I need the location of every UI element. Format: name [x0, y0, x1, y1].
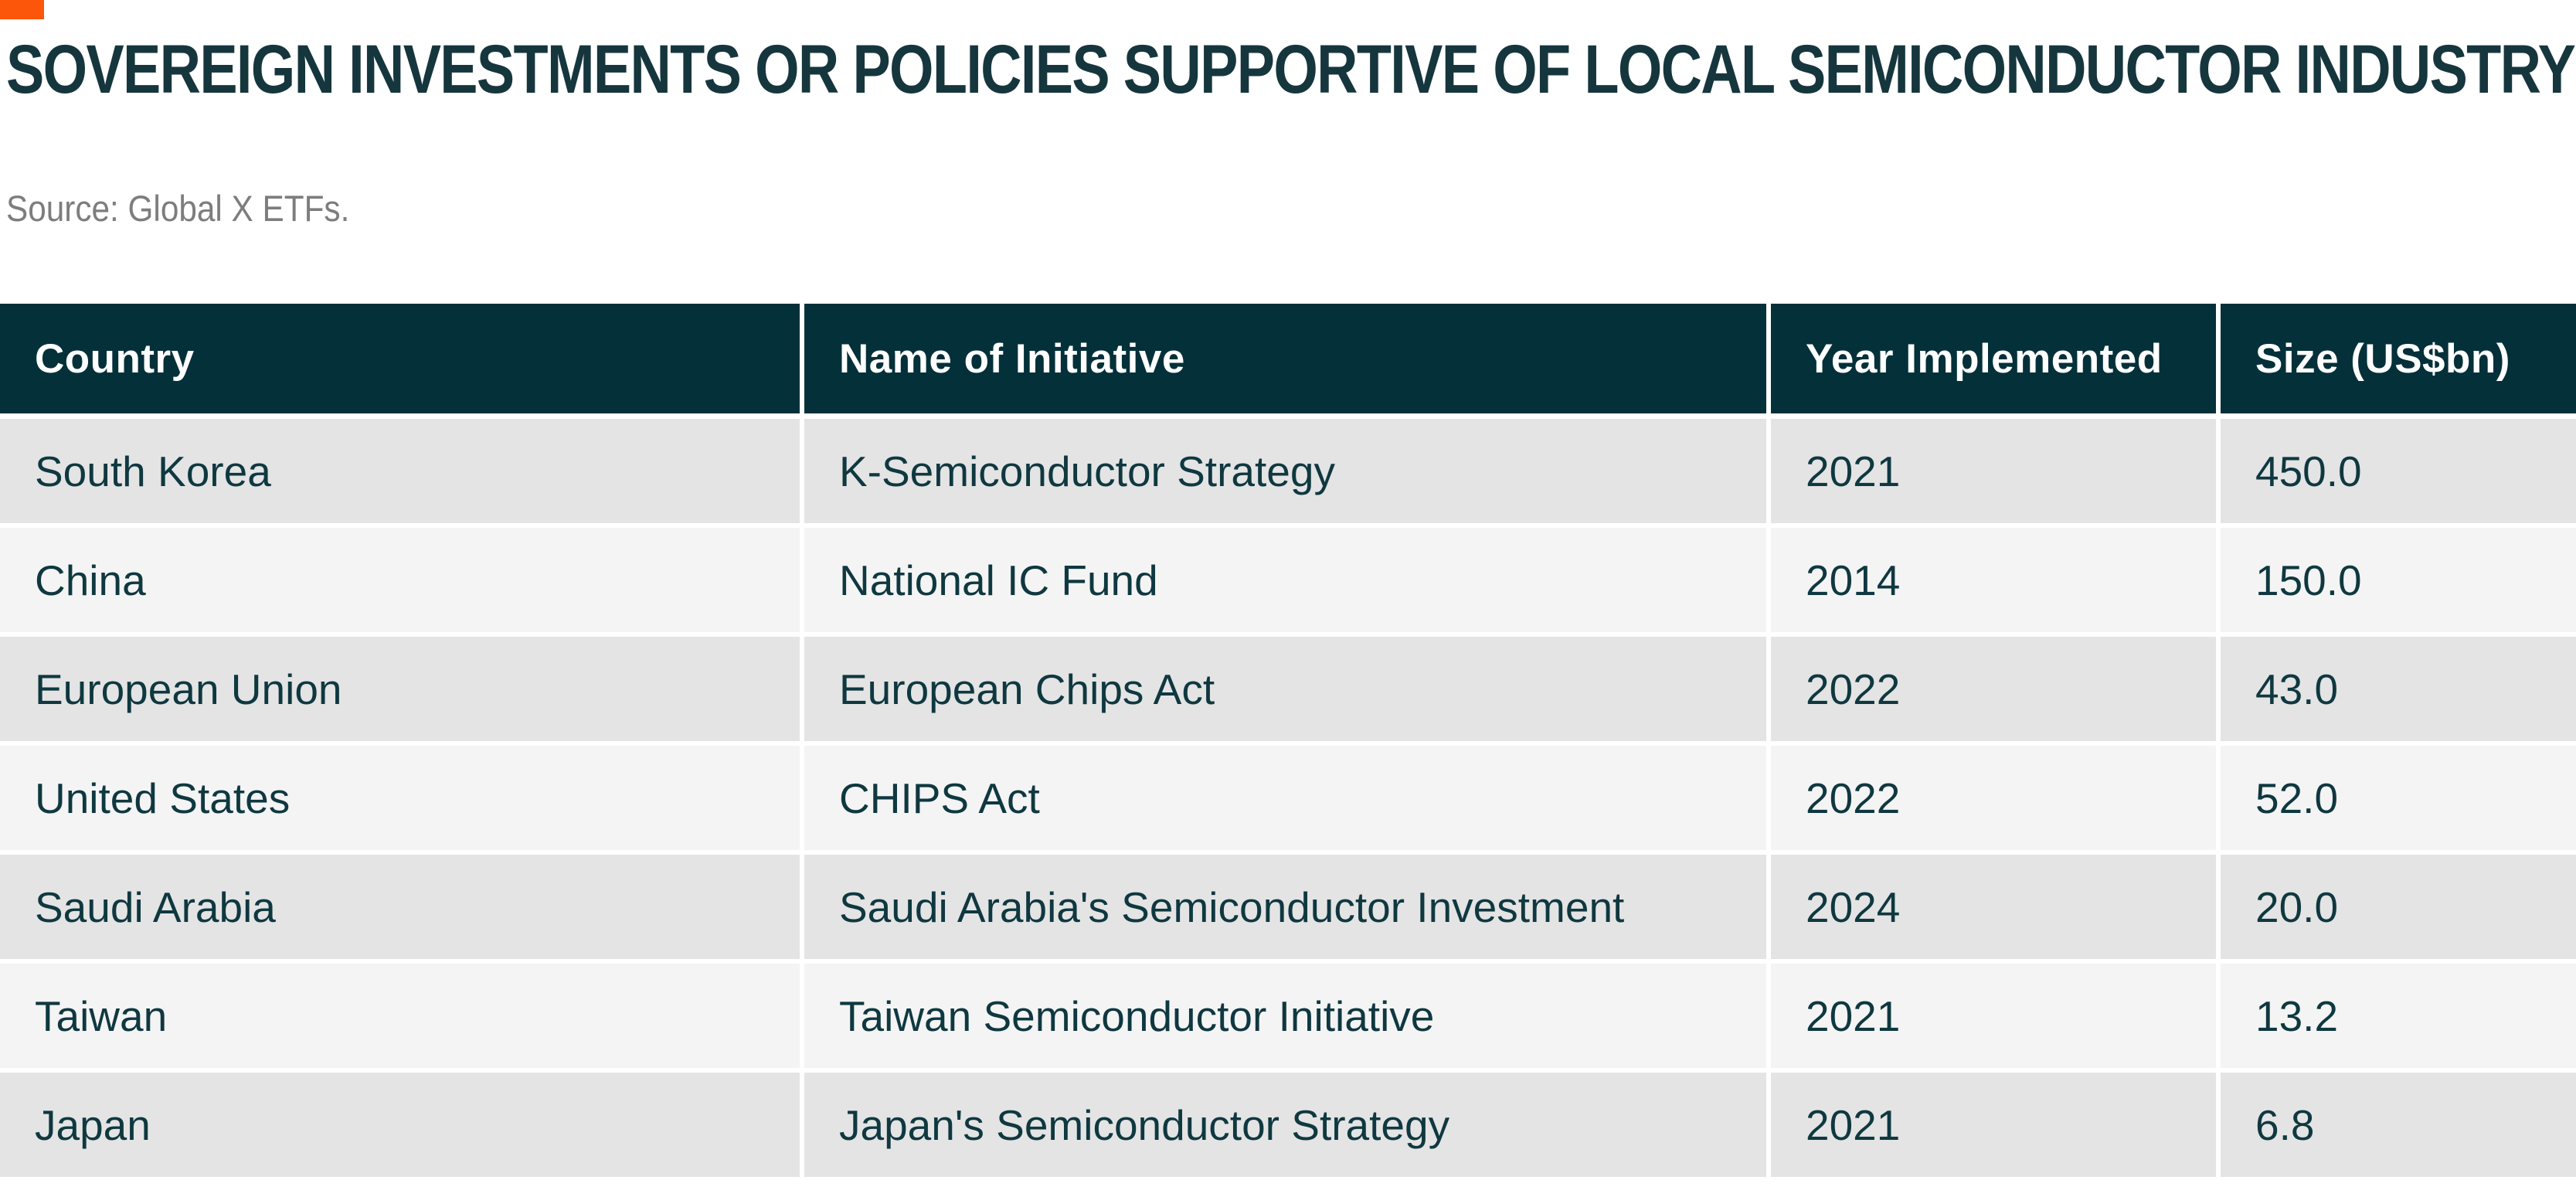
cell-country: Taiwan: [0, 964, 800, 1068]
cell-country: Japan: [0, 1073, 800, 1177]
data-table: Country Name of Initiative Year Implemen…: [0, 304, 2576, 1182]
table-header-row: Country Name of Initiative Year Implemen…: [0, 304, 2576, 413]
table-row: China National IC Fund 2014 150.0: [0, 528, 2576, 632]
cell-size: 20.0: [2221, 855, 2576, 959]
cell-initiative: K-Semiconductor Strategy: [804, 419, 1766, 523]
cell-initiative: National IC Fund: [804, 528, 1766, 632]
cell-country: China: [0, 528, 800, 632]
table-row: United States CHIPS Act 2022 52.0: [0, 746, 2576, 850]
source-attribution: Source: Global X ETFs.: [6, 188, 350, 229]
cell-country: South Korea: [0, 419, 800, 523]
table-row: South Korea K-Semiconductor Strategy 2021 4…: [0, 419, 2576, 523]
cell-country: European Union: [0, 637, 800, 741]
cell-year: 2022: [1771, 637, 2216, 741]
figure-title: SOVEREIGN INVESTMENTS OR POLICIES SUPPOR…: [6, 30, 2576, 107]
column-header-year: Year Implemented: [1771, 304, 2216, 413]
table-row: Japan Japan's Semiconductor Strategy 2021 6…: [0, 1073, 2576, 1177]
column-header-country: Country: [0, 304, 800, 413]
cell-initiative: European Chips Act: [804, 637, 1766, 741]
table-row: European Union European Chips Act 2022 43.0: [0, 637, 2576, 741]
cell-year: 2014: [1771, 528, 2216, 632]
brand-accent-block: [0, 0, 44, 19]
cell-year: 2024: [1771, 855, 2216, 959]
cell-size: 43.0: [2221, 637, 2576, 741]
column-header-initiative: Name of Initiative: [804, 304, 1766, 413]
column-header-size: Size (US$bn): [2221, 304, 2576, 413]
cell-size: 150.0: [2221, 528, 2576, 632]
cell-size: 13.2: [2221, 964, 2576, 1068]
table-row: Saudi Arabia Saudi Arabia's Semiconductor…: [0, 855, 2576, 959]
cell-year: 2021: [1771, 964, 2216, 1068]
cell-country: United States: [0, 746, 800, 850]
cell-size: 6.8: [2221, 1073, 2576, 1177]
table-row: Taiwan Taiwan Semiconductor Initiative 202…: [0, 964, 2576, 1068]
cell-year: 2022: [1771, 746, 2216, 850]
cell-year: 2021: [1771, 1073, 2216, 1177]
cell-size: 52.0: [2221, 746, 2576, 850]
cell-country: Saudi Arabia: [0, 855, 800, 959]
cell-initiative: Japan's Semiconductor Strategy: [804, 1073, 1766, 1177]
cell-size: 450.0: [2221, 419, 2576, 523]
cell-initiative: CHIPS Act: [804, 746, 1766, 850]
table-body: South Korea K-Semiconductor Strategy 2021 4…: [0, 419, 2576, 1177]
cell-initiative: Taiwan Semiconductor Initiative: [804, 964, 1766, 1068]
cell-initiative: Saudi Arabia's Semiconductor Investment: [804, 855, 1766, 959]
cell-year: 2021: [1771, 419, 2216, 523]
